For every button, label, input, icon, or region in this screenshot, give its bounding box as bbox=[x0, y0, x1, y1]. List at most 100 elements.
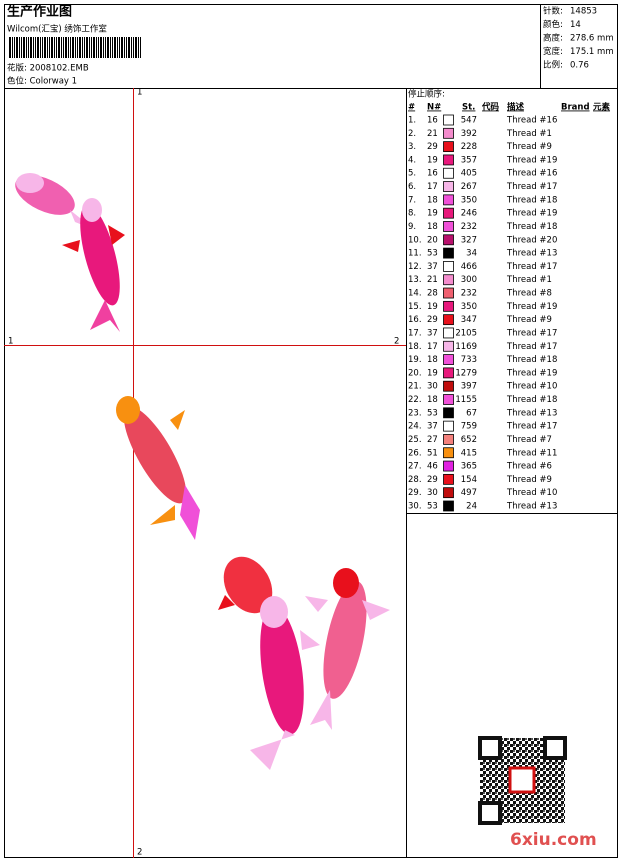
row-number: 19. bbox=[408, 355, 422, 365]
stitches: 357 bbox=[461, 155, 477, 165]
column-header: St. bbox=[462, 103, 475, 113]
description: Thread #1 bbox=[506, 275, 552, 285]
needle: 21 bbox=[427, 129, 438, 139]
color-swatch bbox=[443, 447, 454, 459]
row-number: 16. bbox=[408, 315, 422, 325]
mark: 1 bbox=[8, 337, 13, 347]
stitches: 228 bbox=[461, 142, 477, 152]
info-value: 0.76 bbox=[570, 61, 589, 71]
stitches: 1279 bbox=[455, 368, 477, 378]
needle: 16 bbox=[427, 169, 438, 179]
description: Thread #18 bbox=[506, 395, 557, 405]
needle: 37 bbox=[427, 328, 438, 338]
column-header: 元素 bbox=[593, 102, 611, 113]
info-box: 针数: 14853 颜色: 14 高度: 278.6 mm 宽度: 175.1 mm 比例: 0.… bbox=[543, 6, 614, 71]
mark: 1 bbox=[137, 88, 142, 98]
description: Thread #11 bbox=[506, 448, 557, 458]
description: Thread #9 bbox=[506, 315, 552, 325]
needle: 21 bbox=[427, 275, 438, 285]
info-label: 宽度: bbox=[543, 46, 563, 57]
row-number: 9. bbox=[408, 222, 416, 232]
row-number: 10. bbox=[408, 235, 422, 245]
title: 生产作业图 bbox=[7, 4, 72, 20]
color-swatch bbox=[443, 380, 454, 392]
barcode bbox=[8, 37, 141, 58]
stitches: 350 bbox=[461, 302, 477, 312]
color-swatch bbox=[443, 274, 454, 286]
color-swatch bbox=[443, 327, 454, 339]
color-swatch bbox=[443, 394, 454, 405]
stitches: 327 bbox=[461, 235, 477, 245]
needle: 29 bbox=[427, 475, 438, 485]
stitches: 300 bbox=[461, 275, 477, 285]
info-label: 比例: bbox=[543, 60, 563, 71]
description: Thread #17 bbox=[506, 262, 557, 272]
color-swatch bbox=[443, 500, 454, 512]
description: Thread #9 bbox=[506, 142, 552, 152]
description: Thread #6 bbox=[506, 462, 552, 472]
stitches: 350 bbox=[461, 195, 477, 205]
stitches: 34 bbox=[466, 249, 477, 259]
color-swatch bbox=[443, 487, 454, 499]
description: Thread #1 bbox=[506, 129, 552, 139]
color-swatch bbox=[443, 181, 454, 192]
row-number: 3. bbox=[408, 142, 416, 152]
qr-code bbox=[478, 736, 567, 825]
stitches: 652 bbox=[461, 435, 477, 445]
row-number: 26. bbox=[408, 448, 422, 458]
description: Thread #13 bbox=[506, 501, 557, 511]
stitches: 154 bbox=[461, 475, 477, 485]
needle: 30 bbox=[427, 488, 438, 498]
needle: 18 bbox=[427, 195, 438, 205]
row-number: 18. bbox=[408, 342, 422, 352]
row-number: 8. bbox=[408, 209, 416, 219]
watermark: 6xiu.com bbox=[510, 830, 597, 850]
description: Thread #18 bbox=[506, 355, 557, 365]
color-swatch bbox=[443, 460, 454, 472]
color-swatch bbox=[443, 473, 454, 485]
column-header: N# bbox=[427, 103, 441, 113]
color-swatch bbox=[443, 407, 454, 419]
needle: 16 bbox=[427, 116, 438, 126]
description: Thread #18 bbox=[506, 195, 557, 205]
stitches: 24 bbox=[466, 501, 477, 511]
stitches: 415 bbox=[461, 448, 477, 458]
row-number: 25. bbox=[408, 435, 422, 445]
color-swatch bbox=[443, 340, 454, 352]
needle: 20 bbox=[427, 235, 438, 245]
row-number: 6. bbox=[408, 182, 416, 192]
description: Thread #16 bbox=[506, 169, 557, 179]
description: Thread #17 bbox=[506, 328, 557, 338]
needle: 19 bbox=[427, 155, 438, 165]
needle: 53 bbox=[427, 249, 438, 259]
color-swatch bbox=[443, 221, 454, 232]
stitches: 1155 bbox=[455, 395, 477, 405]
needle: 17 bbox=[427, 342, 438, 352]
color-swatch bbox=[443, 234, 454, 246]
column-header: 描述 bbox=[507, 102, 525, 113]
row-number: 2. bbox=[408, 129, 416, 139]
stitches: 405 bbox=[461, 169, 477, 179]
needle: 29 bbox=[427, 142, 438, 152]
needle: 53 bbox=[427, 408, 438, 418]
stitches: 67 bbox=[466, 408, 477, 418]
description: Thread #19 bbox=[506, 209, 557, 219]
description: Thread #8 bbox=[506, 289, 552, 299]
fish bbox=[116, 396, 200, 540]
page-border bbox=[4, 4, 618, 858]
color-swatch bbox=[443, 154, 454, 166]
color-swatch bbox=[443, 420, 454, 432]
description: Thread #13 bbox=[506, 408, 557, 418]
description: Thread #19 bbox=[506, 368, 557, 378]
color-swatch bbox=[443, 261, 454, 272]
stitches: 547 bbox=[461, 116, 477, 126]
design-file: 花版: 2008102.EMB bbox=[7, 63, 89, 74]
stitches: 392 bbox=[461, 129, 477, 139]
colorway: 色位: Colorway 1 bbox=[7, 76, 77, 87]
color-swatch bbox=[443, 207, 454, 219]
stitches: 246 bbox=[461, 209, 477, 219]
info-value: 175.1 mm bbox=[570, 47, 614, 57]
description: Thread #18 bbox=[506, 222, 557, 232]
needle: 30 bbox=[427, 382, 438, 392]
